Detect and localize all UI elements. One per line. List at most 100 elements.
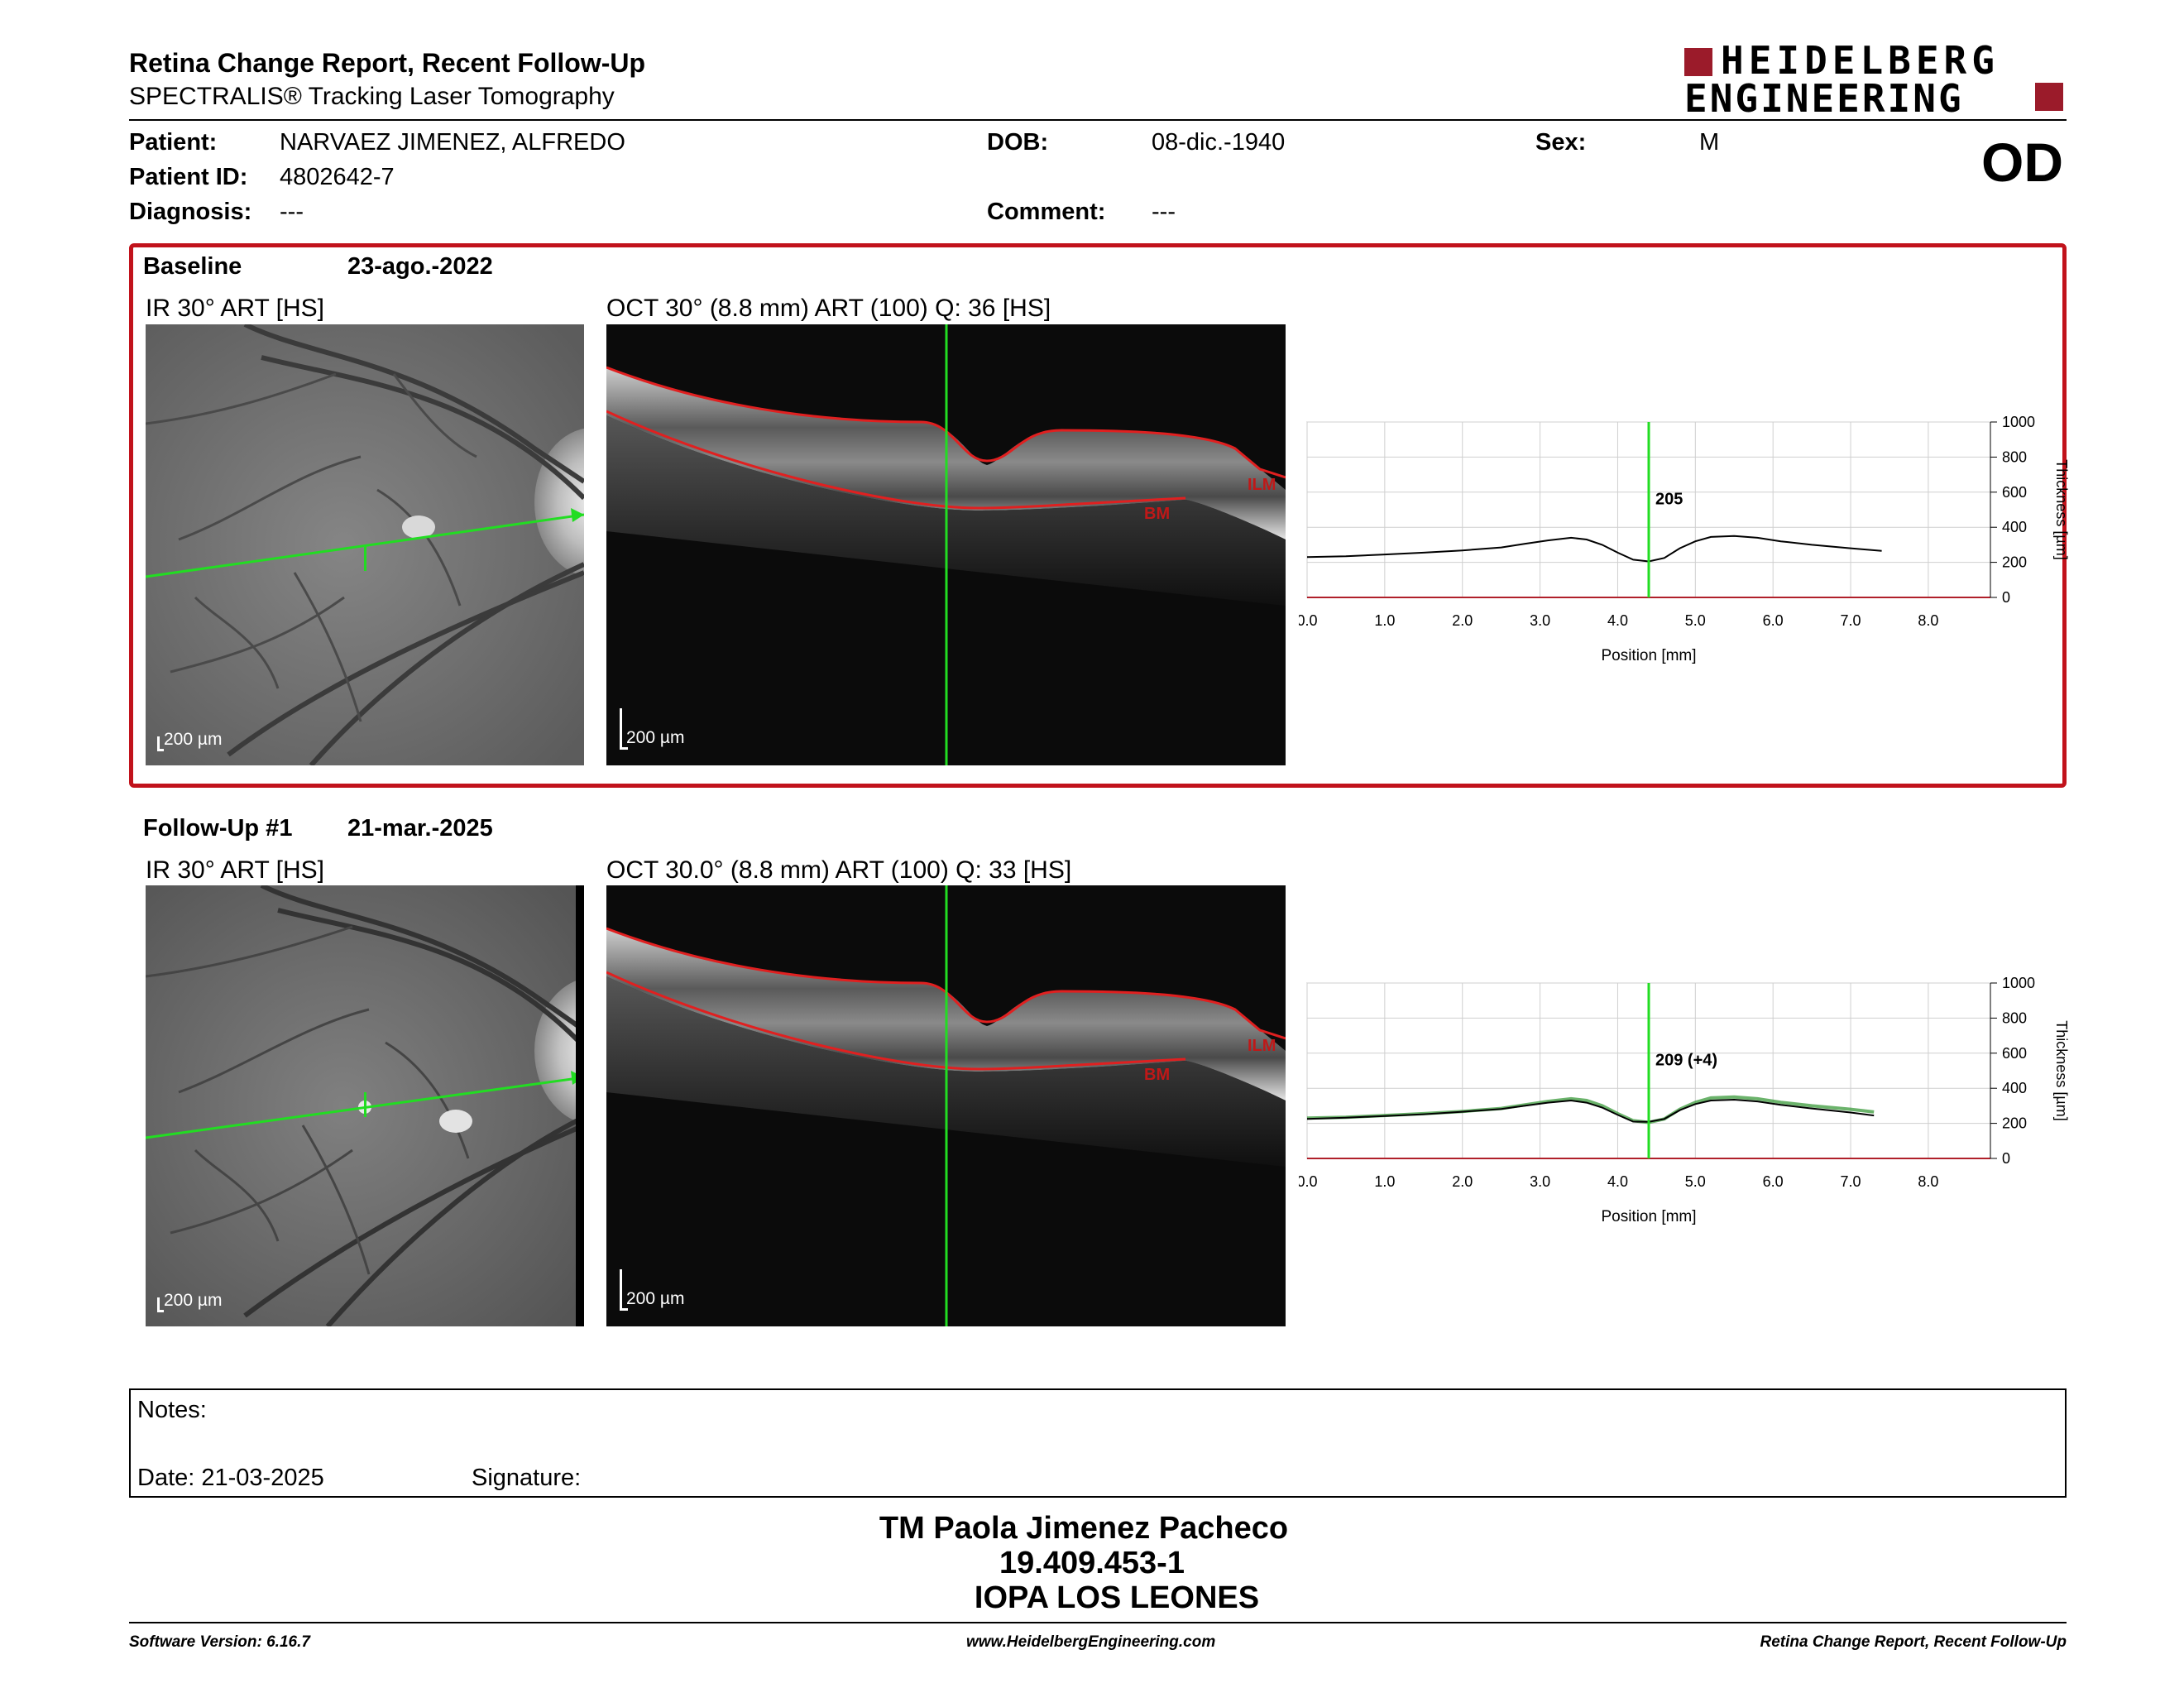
oct-scale-bar-horizontal	[620, 747, 628, 750]
logo-line-2: ENGINEERING	[1684, 76, 1964, 121]
x-tick-label: 5.0	[1685, 1173, 1706, 1190]
y-tick-label: 1000	[2002, 975, 2035, 991]
report-title: Retina Change Report, Recent Follow-Up	[129, 48, 646, 78]
header-rule	[129, 119, 2067, 121]
patient-id-label: Patient ID:	[129, 164, 248, 190]
x-tick-label: 3.0	[1530, 1173, 1550, 1190]
y-tick-label: 600	[2002, 1045, 2027, 1062]
scale-bar-vertical	[157, 736, 160, 751]
y-tick-label: 200	[2002, 1115, 2027, 1132]
baseline-oct-label: OCT 30° (8.8 mm) ART (100) Q: 36 [HS]	[606, 295, 1051, 322]
y-axis-label: Thickness [µm]	[2053, 459, 2070, 559]
dob-label: DOB:	[987, 129, 1049, 156]
followup-oct-label: OCT 30.0° (8.8 mm) ART (100) Q: 33 [HS]	[606, 856, 1072, 884]
x-tick-label: 7.0	[1841, 612, 1861, 629]
scale-bar-vertical	[157, 1297, 160, 1312]
heidelberg-logo: HEIDELBERG ENGINEERING	[1684, 40, 2068, 119]
cursor-thickness-label: 205	[1655, 491, 1683, 509]
baseline-ir-label: IR 30° ART [HS]	[146, 295, 324, 322]
sex-value: M	[1699, 129, 1720, 156]
followup-ir-fundus-image[interactable]: 200 µm	[146, 885, 584, 1326]
baseline-thickness-chart[interactable]: 0.0 1.0 2.0 3.0 4.0 5.0 6.0 7.0 8.0 0 200 400 600 800…	[1299, 414, 2076, 679]
signer-institution: IOPA LOS LEONES	[974, 1580, 1260, 1615]
baseline-oct-bscan[interactable]: ILM BM 200 µm	[606, 324, 1286, 765]
oct-scale-bar-vertical	[620, 1269, 622, 1311]
x-tick-label: 2.0	[1452, 1173, 1473, 1190]
x-tick-label: 1.0	[1374, 1173, 1395, 1190]
y-tick-label: 0	[2002, 589, 2010, 606]
followup-label: Follow-Up #1	[143, 815, 293, 842]
baseline-ir-scale: 200 µm	[164, 730, 223, 749]
patient-id: 4802642-7	[280, 164, 395, 190]
x-tick-label: 8.0	[1918, 1173, 1938, 1190]
scale-bar-horizontal	[157, 1310, 164, 1312]
y-tick-label: 400	[2002, 1080, 2027, 1096]
x-tick-label: 4.0	[1607, 612, 1628, 629]
followup-oct-scale: 200 µm	[626, 1289, 685, 1308]
x-tick-label: 6.0	[1763, 1173, 1784, 1190]
x-axis-label: Position [mm]	[1601, 1208, 1696, 1225]
website-link[interactable]: www.HeidelbergEngineering.com	[966, 1633, 1216, 1651]
followup-thickness-chart[interactable]: 0.0 1.0 2.0 3.0 4.0 5.0 6.0 7.0 8.0 0 200 400 600 800…	[1299, 975, 2076, 1240]
x-tick-label: 8.0	[1918, 612, 1938, 629]
notes-box[interactable]: Notes: Date: 21-03-2025 Signature:	[129, 1388, 2067, 1498]
x-tick-label: 7.0	[1841, 1173, 1861, 1190]
y-tick-label: 800	[2002, 448, 2027, 465]
followup-ilm-label: ILM	[1248, 1037, 1276, 1055]
y-tick-label: 0	[2002, 1150, 2010, 1167]
dob-value: 08-dic.-1940	[1152, 129, 1286, 156]
y-axis-label: Thickness [µm]	[2053, 1020, 2070, 1120]
patient-label: Patient:	[129, 129, 218, 156]
followup-ir-label: IR 30° ART [HS]	[146, 856, 324, 884]
report-subtitle: SPECTRALIS® Tracking Laser Tomography	[129, 83, 615, 110]
signer-id: 19.409.453-1	[999, 1546, 1185, 1580]
baseline-frame	[129, 243, 2067, 788]
diagnosis-label: Diagnosis:	[129, 199, 252, 225]
baseline-bm-label: BM	[1144, 505, 1170, 523]
baseline-date: 23-ago.-2022	[347, 253, 493, 280]
baseline-ir-fundus-image[interactable]: 200 µm	[146, 324, 584, 765]
logo-line-1: HEIDELBERG	[1721, 38, 2000, 83]
y-tick-label: 200	[2002, 554, 2027, 571]
patient-name: NARVAEZ JIMENEZ, ALFREDO	[280, 129, 625, 156]
baseline-oct-scale: 200 µm	[626, 728, 685, 747]
followup-bm-label: BM	[1144, 1066, 1170, 1084]
logo-red-square-top	[1684, 48, 1712, 76]
comment-value: ---	[1152, 199, 1176, 225]
logo-red-square-bottom	[2035, 83, 2063, 111]
x-tick-label: 1.0	[1374, 612, 1395, 629]
notes-signature-label: Signature:	[472, 1465, 582, 1491]
footer-rule	[129, 1622, 2067, 1623]
comment-label: Comment:	[987, 199, 1106, 225]
x-tick-label: 0.0	[1299, 1173, 1318, 1190]
baseline-label: Baseline	[143, 253, 242, 280]
cursor-thickness-label: 209 (+4)	[1655, 1052, 1717, 1070]
thickness-series-line	[1306, 535, 1882, 563]
x-tick-label: 3.0	[1530, 612, 1550, 629]
followup-date: 21-mar.-2025	[347, 815, 493, 842]
followup-ir-scale: 200 µm	[164, 1291, 223, 1310]
y-tick-label: 400	[2002, 519, 2027, 535]
x-axis-label: Position [mm]	[1601, 647, 1696, 664]
diagnosis-value: ---	[280, 199, 304, 225]
scale-bar-horizontal	[157, 749, 164, 751]
signer-name: TM Paola Jimenez Pacheco	[879, 1511, 1289, 1546]
thickness-series-line	[1306, 1098, 1875, 1123]
x-tick-label: 5.0	[1685, 612, 1706, 629]
y-tick-label: 1000	[2002, 414, 2035, 430]
oct-scale-bar-vertical	[620, 708, 622, 750]
x-tick-label: 4.0	[1607, 1173, 1628, 1190]
y-tick-label: 800	[2002, 1009, 2027, 1026]
x-tick-label: 2.0	[1452, 612, 1473, 629]
software-version: Software Version: 6.16.7	[129, 1633, 310, 1651]
x-tick-label: 6.0	[1763, 612, 1784, 629]
baseline-ilm-label: ILM	[1248, 476, 1276, 494]
sex-label: Sex:	[1535, 129, 1587, 156]
footer-report-name: Retina Change Report, Recent Follow-Up	[1760, 1633, 2067, 1651]
notes-label: Notes:	[137, 1397, 207, 1423]
x-tick-label: 0.0	[1299, 612, 1318, 629]
eye-indicator: OD	[1981, 132, 2063, 193]
y-tick-label: 600	[2002, 484, 2027, 501]
notes-date: Date: 21-03-2025	[137, 1465, 324, 1491]
followup-oct-bscan[interactable]: ILM BM 200 µm	[606, 885, 1286, 1326]
